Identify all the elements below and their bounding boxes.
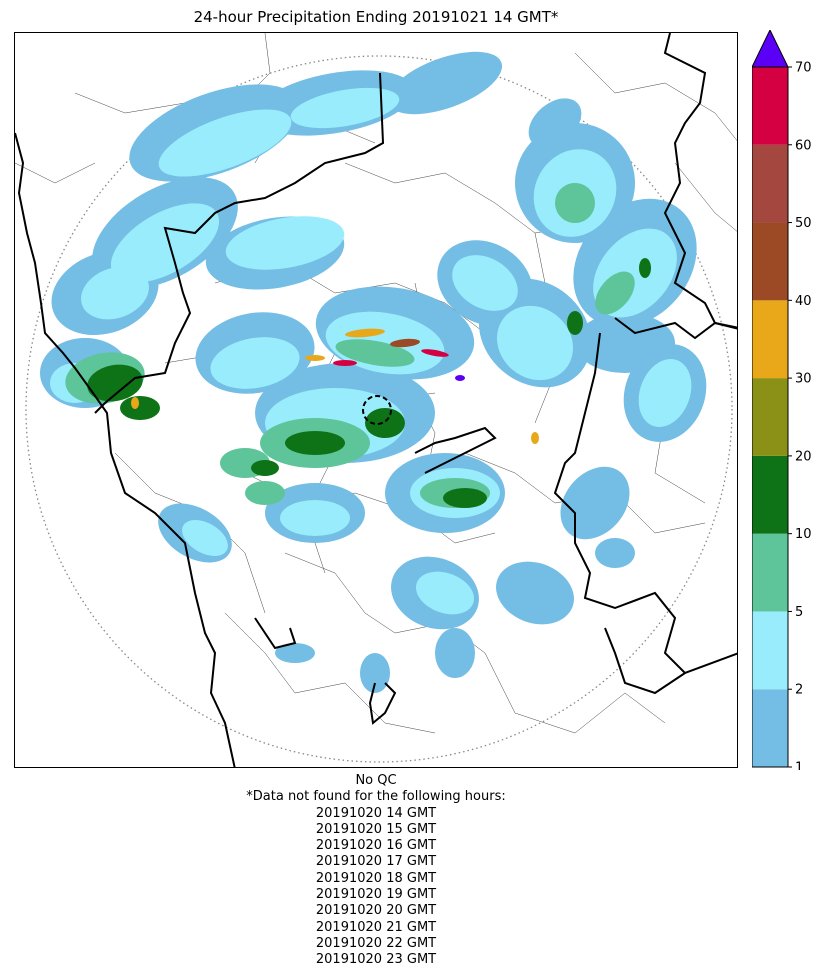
precip-cell-extreme-4 (305, 355, 325, 361)
precip-cell-extreme-2 (421, 349, 449, 357)
precip-cell-mod-10 (496, 305, 574, 381)
precip-cell-light-18 (560, 466, 630, 540)
precip-cell-light-22 (528, 98, 582, 148)
colorbar-band (752, 378, 788, 456)
colorbar-tick-label: 2 (795, 683, 803, 698)
colorbar-band (752, 144, 788, 223)
precip-cell-vheavy-2 (285, 431, 345, 455)
precip-cell-extreme-6 (531, 432, 539, 444)
precip-cell-vheavy-6 (567, 311, 583, 335)
precip-cell-extreme-1 (390, 338, 420, 348)
map-title: 24-hour Precipitation Ending 20191021 14… (193, 8, 559, 26)
precip-cell-extreme-5 (131, 397, 139, 409)
colorbar-band (752, 611, 788, 690)
precip-cell-vheavy-3 (365, 408, 405, 438)
precip-cell-light-26 (595, 538, 635, 568)
precip-cell-vheavy-7 (639, 258, 651, 278)
precip-cell-extreme-0 (345, 328, 385, 338)
precip-cell-mod-11 (452, 255, 518, 311)
colorbar-tick-label: 30 (795, 372, 812, 387)
precip-cell-mod-4 (81, 266, 149, 320)
precip-cell-mod-16 (182, 519, 228, 557)
missing-data-header: *Data not found for the following hours: (246, 789, 506, 805)
precip-cell-extreme-3 (333, 360, 357, 366)
colorbar-tick-label: 60 (795, 138, 812, 153)
missing-hour: 20191020 22 GMT (315, 935, 437, 951)
state-boundaries (15, 33, 737, 767)
precip-cell-mod-1 (290, 87, 400, 129)
precip-cell-mod-2 (110, 203, 220, 283)
missing-hour: 20191020 15 GMT (315, 821, 437, 837)
precip-cell-extreme-7 (455, 375, 465, 381)
precip-cell-light-19 (360, 653, 390, 693)
precip-cell-mod-3 (225, 216, 345, 270)
colorbar-bands (752, 30, 789, 768)
precip-cell-vheavy-4 (443, 488, 487, 508)
colorbar-band (752, 455, 788, 534)
precip-cell-heavy-7 (245, 481, 285, 505)
colorbar-tick-label: 50 (795, 216, 812, 231)
missing-hour: 20191020 16 GMT (315, 838, 437, 854)
colorbar-tick-label: 5 (795, 605, 803, 620)
precip-cell-light-17 (496, 561, 574, 625)
precip-cell-light-25 (275, 643, 315, 663)
colorbar-tick-label: 70 (795, 61, 812, 76)
precip-cell-vheavy-1 (120, 396, 160, 420)
precip-cell-mod-0 (158, 109, 292, 177)
colorbar-band (752, 689, 788, 767)
missing-hour: 20191020 21 GMT (315, 919, 437, 935)
colorbar-frame (752, 66, 789, 768)
radar-range-ring (25, 55, 733, 763)
precip-cell-mod-13 (210, 337, 300, 389)
qc-note: No QC (355, 773, 397, 788)
missing-hour: 20191020 19 GMT (315, 887, 437, 903)
colorbar-extend-max (752, 30, 789, 68)
colorbar-tick-label: 20 (795, 449, 812, 464)
radar-map (14, 32, 738, 768)
precip-cell-vheavy-0 (87, 364, 143, 402)
missing-hour: 20191020 14 GMT (315, 805, 437, 821)
precip-cell-light-23 (575, 313, 675, 373)
missing-hour: 20191020 23 GMT (315, 952, 437, 968)
precip-cell-mod-12 (415, 571, 475, 615)
missing-hour: 20191020 17 GMT (315, 854, 437, 870)
precip-cell-light-2 (387, 51, 503, 115)
precip-cell-light-24 (435, 628, 475, 678)
colorbar-band (752, 300, 788, 379)
precip-cell-mod-14 (638, 359, 692, 427)
map-footer: No QC *Data not found for the following … (0, 773, 752, 969)
missing-hour: 20191020 18 GMT (315, 870, 437, 886)
precip-cell-vheavy-5 (251, 460, 279, 476)
missing-hour: 20191020 20 GMT (315, 903, 437, 919)
precip-cell-mod-17 (280, 500, 350, 536)
radar-station-marker (362, 395, 392, 425)
precipitation-field (40, 51, 707, 693)
precipitation-colorbar: 1 2 5 10 20 30 40 50 60 70 (752, 30, 812, 770)
precipitation-map-canvas (15, 33, 737, 767)
colorbar-tick-label: 1 (795, 761, 803, 771)
colorbar-band (752, 67, 788, 145)
precip-cell-heavy-4 (595, 271, 635, 315)
colorbar-tick-label: 40 (795, 294, 812, 309)
precip-cell-heavy-3 (555, 183, 595, 223)
colorbar-band (752, 222, 788, 301)
colorbar-band (752, 533, 788, 612)
colorbar-ticks: 1 2 5 10 20 30 40 50 60 70 (788, 61, 812, 771)
colorbar-tick-label: 10 (795, 527, 812, 542)
